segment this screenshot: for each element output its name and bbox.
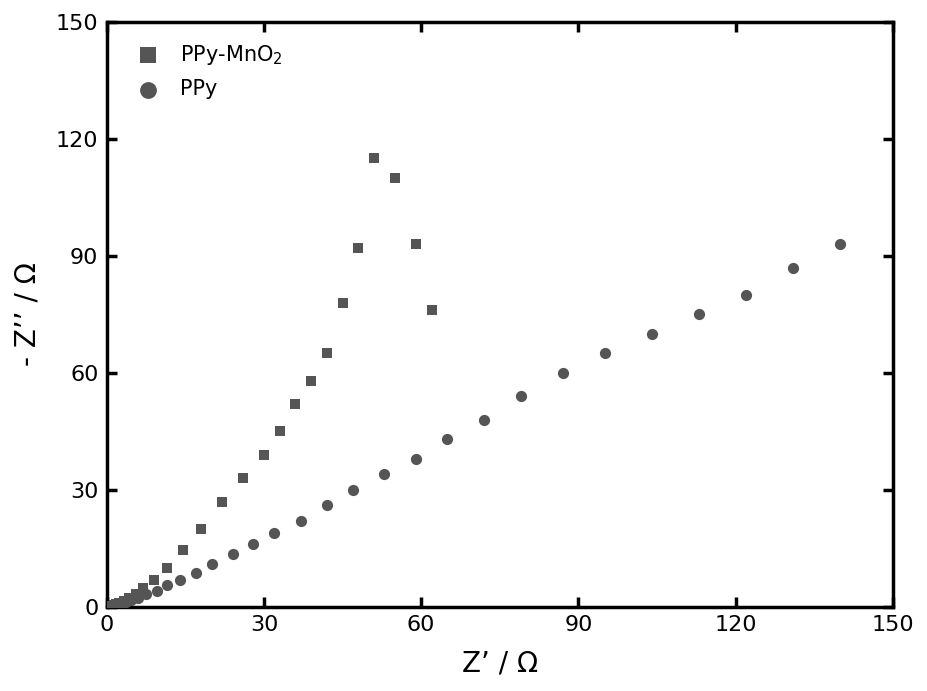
PPy-MnO$_2$ bbox=[146, 574, 161, 585]
PPy bbox=[204, 558, 219, 569]
PPy bbox=[643, 328, 658, 339]
PPy bbox=[110, 598, 125, 609]
PPy bbox=[476, 414, 491, 425]
PPy-MnO$_2$ bbox=[214, 496, 229, 507]
PPy bbox=[513, 391, 527, 402]
PPy bbox=[172, 574, 187, 585]
PPy bbox=[131, 592, 146, 603]
PPy bbox=[246, 539, 260, 550]
X-axis label: Z’ / Ω: Z’ / Ω bbox=[462, 649, 538, 677]
PPy bbox=[554, 368, 569, 379]
PPy-MnO$_2$ bbox=[424, 305, 438, 316]
PPy-MnO$_2$ bbox=[408, 238, 423, 249]
PPy-MnO$_2$ bbox=[256, 449, 271, 460]
PPy bbox=[267, 527, 282, 538]
PPy bbox=[101, 601, 116, 612]
PPy bbox=[596, 348, 611, 359]
PPy bbox=[100, 601, 115, 612]
PPy-MnO$_2$ bbox=[108, 598, 123, 609]
PPy-MnO$_2$ bbox=[128, 589, 143, 600]
Legend: PPy-MnO$_2$, PPy: PPy-MnO$_2$, PPy bbox=[117, 32, 293, 110]
PPy bbox=[319, 500, 334, 511]
PPy-MnO$_2$ bbox=[102, 600, 117, 612]
PPy-MnO$_2$ bbox=[366, 153, 381, 164]
PPy-MnO$_2$ bbox=[159, 562, 174, 574]
PPy bbox=[159, 580, 174, 591]
PPy-MnO$_2$ bbox=[175, 545, 190, 556]
PPy-MnO$_2$ bbox=[100, 601, 115, 612]
PPy-MnO$_2$ bbox=[136, 583, 151, 594]
PPy bbox=[408, 453, 423, 464]
PPy bbox=[102, 600, 117, 612]
PPy bbox=[108, 599, 122, 610]
PPy bbox=[188, 567, 203, 578]
PPy bbox=[138, 589, 153, 600]
PPy-MnO$_2$ bbox=[350, 243, 365, 254]
PPy bbox=[124, 594, 139, 605]
PPy-MnO$_2$ bbox=[106, 599, 121, 610]
PPy bbox=[785, 262, 800, 273]
PPy bbox=[439, 434, 454, 445]
PPy-MnO$_2$ bbox=[319, 348, 334, 359]
PPy bbox=[225, 549, 240, 560]
PPy bbox=[118, 596, 133, 607]
PPy-MnO$_2$ bbox=[303, 375, 318, 386]
PPy-MnO$_2$ bbox=[335, 297, 349, 308]
PPy-MnO$_2$ bbox=[194, 523, 209, 534]
PPy bbox=[738, 290, 753, 301]
PPy bbox=[376, 468, 391, 480]
PPy-MnO$_2$ bbox=[116, 596, 131, 607]
PPy bbox=[293, 515, 308, 527]
PPy bbox=[100, 601, 115, 612]
PPy bbox=[114, 598, 129, 609]
PPy-MnO$_2$ bbox=[112, 598, 127, 609]
PPy-MnO$_2$ bbox=[101, 600, 116, 612]
PPy-MnO$_2$ bbox=[387, 172, 402, 183]
PPy bbox=[104, 600, 119, 612]
PPy-MnO$_2$ bbox=[104, 600, 119, 612]
PPy bbox=[106, 600, 121, 611]
PPy-MnO$_2$ bbox=[235, 473, 250, 484]
PPy-MnO$_2$ bbox=[121, 593, 136, 604]
PPy-MnO$_2$ bbox=[287, 399, 302, 410]
PPy bbox=[345, 484, 360, 495]
PPy bbox=[149, 585, 164, 596]
PPy-MnO$_2$ bbox=[272, 426, 286, 437]
PPy bbox=[691, 309, 705, 320]
PPy bbox=[832, 238, 847, 249]
Y-axis label: - Z’’ / Ω: - Z’’ / Ω bbox=[14, 263, 42, 366]
